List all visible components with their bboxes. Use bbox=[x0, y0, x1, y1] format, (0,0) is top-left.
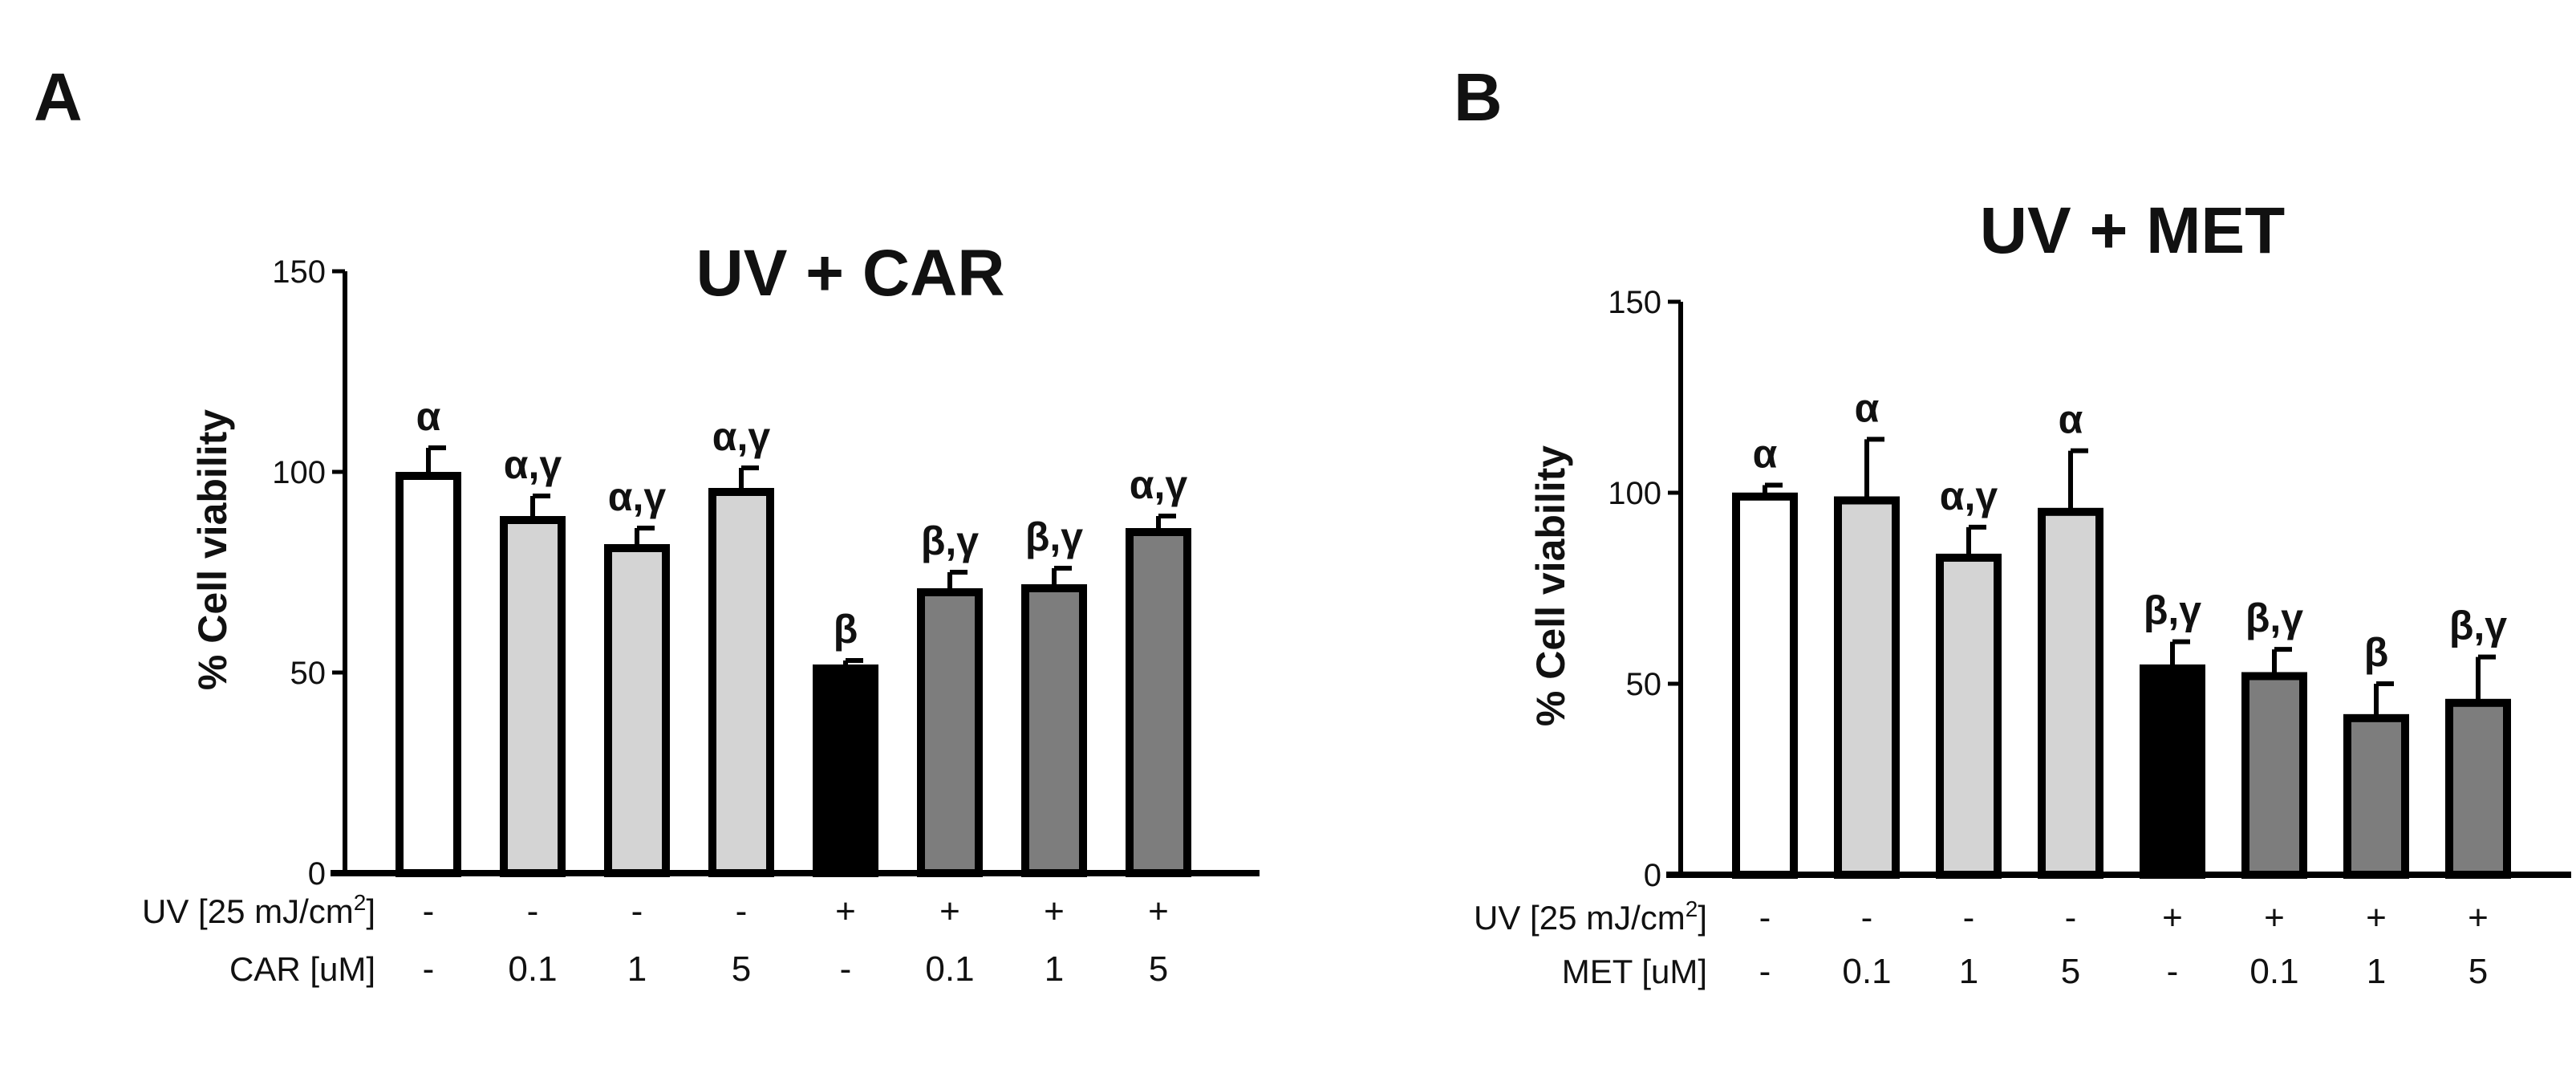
significance-label-a-3: α,γ bbox=[608, 474, 667, 519]
bar-b-2 bbox=[1834, 496, 1900, 880]
bar-b-3 bbox=[1936, 553, 2002, 879]
bar-a-8 bbox=[1126, 528, 1191, 877]
condition-value-b-r1-3: - bbox=[1963, 898, 1975, 937]
condition-value-b-r2-5: - bbox=[2167, 952, 2179, 991]
bar-b-6 bbox=[2241, 672, 2307, 879]
plot-area-a: α α,γ α,γ α,γ β β,γ β,γ α,γ 0 50 100 150 bbox=[272, 254, 1260, 892]
bar-b-1 bbox=[1732, 492, 1798, 879]
condition-value-b-r1-1: - bbox=[1759, 898, 1771, 937]
significance-label-b-3: α,γ bbox=[1940, 473, 1998, 518]
condition-value-a-r1-7: + bbox=[1044, 892, 1065, 931]
bar-a-3 bbox=[604, 544, 670, 877]
condition-value-b-r2-6: 0.1 bbox=[2249, 952, 2298, 991]
condition-value-b-r2-8: 5 bbox=[2468, 952, 2488, 991]
condition-value-b-r2-2: 0.1 bbox=[1842, 952, 1891, 991]
condition-value-b-r2-1: - bbox=[1759, 952, 1771, 991]
significance-label-b-8: β,γ bbox=[2449, 604, 2507, 648]
bar-b-4 bbox=[2038, 507, 2103, 879]
y-axis-label-b: % Cell viability bbox=[1528, 445, 1573, 726]
condition-value-b-r1-6: + bbox=[2264, 898, 2285, 937]
condition-value-a-r2-5: - bbox=[840, 949, 852, 989]
y-tick-label-b-150: 150 bbox=[1608, 285, 1661, 320]
condition-values-b: - - - - + + + + - 0.1 1 5 - 0.1 1 5 bbox=[1759, 898, 2489, 991]
row-label-uv-a-close: ] bbox=[366, 892, 375, 930]
panel-letter-a: A bbox=[34, 59, 83, 135]
y-tick-label-a-100: 100 bbox=[272, 455, 326, 490]
condition-value-a-r1-6: + bbox=[939, 892, 960, 931]
significance-label-b-4: α bbox=[2059, 397, 2083, 442]
condition-value-b-r2-4: 5 bbox=[2061, 952, 2080, 991]
y-tick-label-b-100: 100 bbox=[1608, 476, 1661, 511]
condition-value-a-r2-8: 5 bbox=[1149, 949, 1168, 989]
condition-value-b-r1-2: - bbox=[1861, 898, 1873, 937]
condition-value-a-r1-1: - bbox=[423, 892, 435, 931]
row-label-car: CAR [uM] bbox=[229, 950, 375, 988]
condition-value-a-r2-3: 1 bbox=[627, 949, 647, 989]
y-tick-label-b-0: 0 bbox=[1644, 858, 1661, 893]
significance-label-a-1: α bbox=[416, 394, 441, 439]
row-label-uv-a-text: UV [25 mJ/cm bbox=[142, 892, 354, 930]
significance-label-a-8: α,γ bbox=[1130, 462, 1188, 507]
significance-label-b-2: α bbox=[1855, 385, 1880, 430]
bar-a-4 bbox=[708, 488, 774, 877]
condition-value-a-r1-3: - bbox=[631, 892, 643, 931]
bar-a-6 bbox=[917, 588, 983, 877]
row-label-uv-a-sup: 2 bbox=[354, 890, 367, 915]
condition-value-a-r1-4: - bbox=[736, 892, 748, 931]
chart-title-b: UV + MET bbox=[1980, 194, 2285, 267]
condition-value-b-r1-7: + bbox=[2366, 898, 2387, 937]
condition-value-a-r2-4: 5 bbox=[732, 949, 751, 989]
row-label-uv-b: UV [25 mJ/cm2] bbox=[1474, 896, 1707, 937]
bar-a-2 bbox=[500, 516, 566, 877]
significance-label-a-4: α,γ bbox=[712, 414, 771, 459]
condition-value-b-r1-4: - bbox=[2065, 898, 2077, 937]
bar-b-7 bbox=[2343, 713, 2409, 880]
significance-label-b-5: β,γ bbox=[2144, 588, 2201, 633]
row-label-uv-b-close: ] bbox=[1698, 899, 1707, 937]
condition-value-a-r2-7: 1 bbox=[1045, 949, 1064, 989]
bar-b-5 bbox=[2140, 664, 2205, 880]
condition-value-a-r1-2: - bbox=[527, 892, 539, 931]
significance-label-b-7: β bbox=[2364, 630, 2389, 675]
significance-label-a-6: β,γ bbox=[921, 518, 979, 563]
panel-b: B UV + MET % Cell viability α α α,γ α β,γ β,γ… bbox=[1454, 59, 2571, 991]
condition-value-b-r2-3: 1 bbox=[1959, 952, 1978, 991]
condition-value-b-r2-7: 1 bbox=[2367, 952, 2386, 991]
significance-label-b-6: β,γ bbox=[2245, 595, 2303, 640]
condition-value-a-r2-2: 0.1 bbox=[508, 949, 557, 989]
bar-a-7 bbox=[1021, 584, 1087, 877]
significance-label-a-5: β bbox=[834, 607, 858, 652]
y-tick-label-b-50: 50 bbox=[1626, 667, 1662, 702]
bar-a-1 bbox=[396, 472, 461, 877]
panel-letter-b: B bbox=[1454, 59, 1503, 135]
row-label-uv-a: UV [25 mJ/cm2] bbox=[142, 890, 375, 930]
panel-a: A UV + CAR % Cell viability α α,γ α,γ α,γ β β… bbox=[34, 59, 1260, 989]
condition-value-a-r1-5: + bbox=[835, 892, 856, 931]
row-label-uv-b-sup: 2 bbox=[1686, 896, 1698, 921]
bar-b-8 bbox=[2445, 698, 2511, 879]
condition-value-a-r1-8: + bbox=[1148, 892, 1169, 931]
y-tick-label-a-50: 50 bbox=[290, 656, 327, 691]
y-axis-label-a: % Cell viability bbox=[190, 409, 235, 690]
significance-label-b-1: α bbox=[1753, 431, 1778, 476]
y-tick-label-a-150: 150 bbox=[272, 254, 326, 290]
significance-label-a-7: β,γ bbox=[1025, 514, 1083, 559]
significance-label-a-2: α,γ bbox=[504, 442, 562, 487]
condition-value-b-r1-8: + bbox=[2468, 898, 2489, 937]
condition-value-b-r1-5: + bbox=[2162, 898, 2183, 937]
condition-value-a-r2-1: - bbox=[423, 949, 435, 989]
row-label-uv-b-text: UV [25 mJ/cm bbox=[1474, 899, 1686, 937]
row-label-met: MET [uM] bbox=[1562, 953, 1707, 990]
condition-values-a: - - - - + + + + - 0.1 1 5 - 0.1 1 5 bbox=[423, 892, 1169, 989]
bar-a-5 bbox=[813, 664, 878, 877]
condition-value-a-r2-6: 0.1 bbox=[925, 949, 974, 989]
plot-area-b: α α α,γ α β,γ β,γ β β,γ 0 50 100 150 bbox=[1608, 285, 2571, 893]
y-tick-label-a-0: 0 bbox=[308, 856, 326, 892]
chart-title-a: UV + CAR bbox=[696, 237, 1004, 310]
